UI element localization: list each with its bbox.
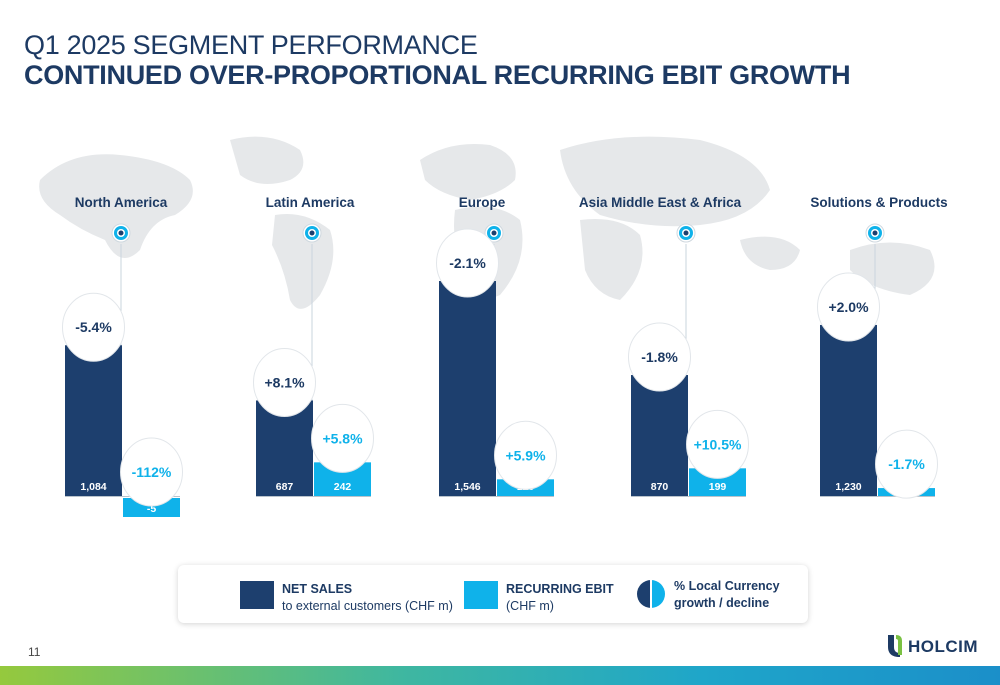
legend-growth-icon: [637, 580, 665, 608]
net-sales-growth-bubble: [62, 292, 125, 362]
holcim-logo: HOLCIM: [884, 633, 984, 661]
ebit-growth-label: +10.5%: [694, 436, 742, 452]
net-sales-bar: [631, 375, 688, 496]
ebit-growth-bubble: [686, 409, 749, 479]
ebit-growth-label: -1.7%: [888, 456, 925, 472]
net-sales-value-label: 1,230: [835, 481, 861, 493]
net-sales-value-label: 1,546: [454, 481, 480, 493]
net-sales-bar: [439, 281, 496, 496]
logo-text: HOLCIM: [908, 637, 979, 656]
ebit-growth-bubble: [120, 437, 183, 507]
world-map-background: [39, 136, 935, 309]
ebit-growth-label: +5.9%: [505, 447, 546, 463]
net-sales-growth-label: -1.8%: [641, 349, 678, 365]
net-sales-bar: [820, 324, 877, 496]
page-title: Q1 2025 SEGMENT PERFORMANCE: [24, 30, 478, 60]
ebit-growth-bubble: [311, 403, 374, 473]
legend-net-sales-swatch: [240, 581, 274, 609]
net-sales-bar: [65, 345, 122, 496]
net-sales-growth-label: -5.4%: [75, 319, 112, 335]
legend-ebit-title: RECURRING EBIT: [506, 582, 614, 596]
location-marker-dot: [683, 230, 689, 236]
page-subtitle: CONTINUED OVER-PROPORTIONAL RECURRING EB…: [24, 60, 851, 90]
ebit-value-label: 199: [709, 481, 727, 493]
net-sales-growth-label: +2.0%: [828, 299, 869, 315]
holcim-logo-icon: [888, 635, 902, 657]
legend-growth-sub: growth / decline: [674, 596, 770, 610]
net-sales-growth-bubble: [253, 347, 316, 417]
ebit-growth-label: -112%: [132, 464, 172, 480]
category-label: Solutions & Products: [810, 195, 947, 210]
legend-ebit-swatch: [464, 581, 498, 609]
ebit-growth-bubble: [494, 420, 557, 490]
net-sales-growth-bubble: [628, 322, 691, 392]
net-sales-growth-label: +8.1%: [264, 374, 305, 390]
net-sales-growth-label: -2.1%: [449, 255, 486, 271]
category-label: Asia Middle East & Africa: [579, 195, 742, 210]
category-label: Latin America: [266, 195, 355, 210]
segment-bar-chart: North America 1,084 -5.4% -5 -112% Latin Amer…: [62, 195, 948, 517]
page-number: 11: [28, 645, 41, 659]
location-marker-dot: [309, 230, 315, 236]
net-sales-growth-bubble: [817, 272, 880, 342]
legend-net-sales-title: NET SALES: [282, 582, 353, 596]
ebit-value-label: 242: [334, 481, 352, 493]
net-sales-value-label: 1,084: [80, 481, 106, 493]
location-marker-dot: [491, 230, 497, 236]
net-sales-value-label: 687: [276, 481, 294, 493]
category-label: North America: [75, 195, 168, 210]
net-sales-growth-bubble: [436, 228, 499, 298]
location-marker-dot: [118, 230, 124, 236]
legend: NET SALES to external customers (CHF m) …: [178, 565, 808, 623]
ebit-growth-bubble: [875, 429, 938, 499]
category-label: Europe: [459, 195, 506, 210]
ebit-value-label: -5: [147, 503, 156, 515]
legend-growth-title: % Local Currency: [674, 579, 780, 593]
legend-net-sales-sub: to external customers (CHF m): [282, 599, 453, 613]
footer-gradient-bar: [0, 666, 1000, 685]
legend-ebit-sub: (CHF m): [506, 599, 554, 613]
net-sales-value-label: 870: [651, 481, 669, 493]
location-marker-dot: [872, 230, 878, 236]
ebit-growth-label: +5.8%: [322, 430, 363, 446]
